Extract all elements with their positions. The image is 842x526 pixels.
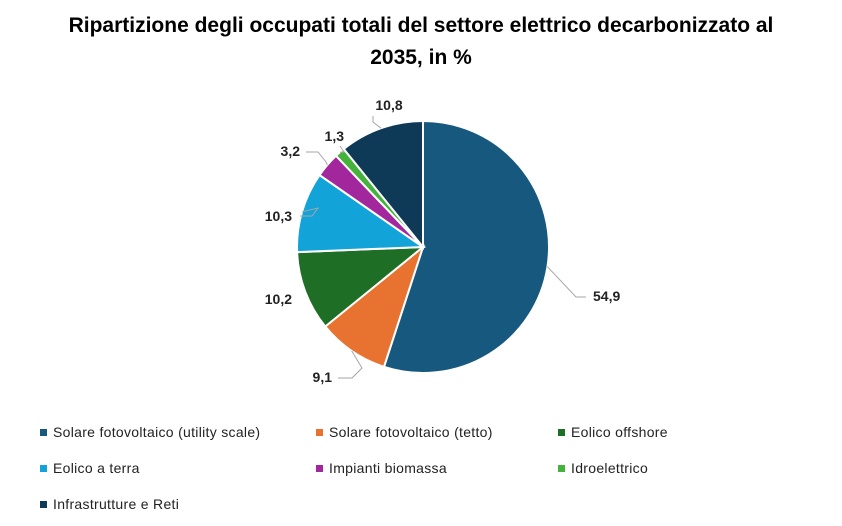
legend-swatch-eolico-a-terra <box>40 464 47 472</box>
leader-line-solare-fotovoltaico-utility-scale <box>547 266 586 298</box>
leader-lines <box>300 116 586 379</box>
legend-item-impianti-biomassa: Impianti biomassa <box>316 460 447 476</box>
pie-slices <box>296 119 550 374</box>
legend-item-solare-fotovoltaico-utility-scale: Solare fotovoltaico (utility scale) <box>40 424 260 440</box>
chart-title-line-1: Ripartizione degli occupati totali del s… <box>68 14 774 37</box>
data-label-solare-fotovoltaico-utility-scale: 54,9 <box>593 288 620 304</box>
data-label-idroelettrico: 1,3 <box>325 128 345 144</box>
legend-label-infrastrutture-e-reti: Infrastrutture e Reti <box>53 496 180 512</box>
legend-label-eolico-offshore: Eolico offshore <box>571 424 668 440</box>
legend-swatch-infrastrutture-e-reti <box>40 500 47 508</box>
legend-swatch-solare-fotovoltaico-tetto <box>316 428 323 436</box>
legend-item-idroelettrico: Idroelettrico <box>558 460 648 476</box>
data-label-impianti-biomassa: 3,2 <box>281 143 301 159</box>
legend-swatch-solare-fotovoltaico-utility-scale <box>40 428 47 436</box>
leader-line-eolico-a-terra <box>300 207 320 217</box>
data-label-eolico-offshore: 10,2 <box>265 291 292 307</box>
leader-line-infrastrutture-e-reti <box>372 116 382 129</box>
chart-title: Ripartizione degli occupati totali del s… <box>0 10 842 74</box>
legend-swatch-eolico-offshore <box>558 428 565 436</box>
data-labels: 54,9 9,1 10,2 10,3 3,2 1,3 10,8 <box>265 97 621 385</box>
data-label-infrastrutture-e-reti: 10,8 <box>375 97 402 113</box>
chart-title-line-2: 2035, in % <box>370 46 472 69</box>
pie-slice-solare-fotovoltaico-utility-scale <box>382 119 550 374</box>
pie-chart: 54,9 9,1 10,2 10,3 3,2 1,3 10,8 <box>265 97 621 385</box>
pie-slice-eolico-offshore <box>296 245 426 328</box>
leader-line-idroelettrico <box>339 145 345 153</box>
legend-label-solare-fotovoltaico-utility-scale: Solare fotovoltaico (utility scale) <box>53 424 261 440</box>
legend-item-eolico-offshore: Eolico offshore <box>558 424 668 440</box>
leader-line-impianti-biomassa <box>306 151 328 166</box>
legend-item-eolico-a-terra: Eolico a terra <box>40 460 140 476</box>
legend-swatch-impianti-biomassa <box>316 464 323 472</box>
legend-label-impianti-biomassa: Impianti biomassa <box>329 460 447 476</box>
legend-label-idroelettrico: Idroelettrico <box>571 460 649 476</box>
legend-label-eolico-a-terra: Eolico a terra <box>53 460 140 476</box>
legend-swatch-idroelettrico <box>558 464 565 472</box>
legend-item-solare-fotovoltaico-tetto: Solare fotovoltaico (tetto) <box>316 424 493 440</box>
legend-label-solare-fotovoltaico-tetto: Solare fotovoltaico (tetto) <box>329 424 493 440</box>
data-label-eolico-a-terra: 10,3 <box>265 208 292 224</box>
leader-line-solare-fotovoltaico-tetto <box>338 350 363 379</box>
legend-item-infrastrutture-e-reti: Infrastrutture e Reti <box>40 496 179 512</box>
data-label-solare-fotovoltaico-tetto: 9,1 <box>313 369 333 385</box>
